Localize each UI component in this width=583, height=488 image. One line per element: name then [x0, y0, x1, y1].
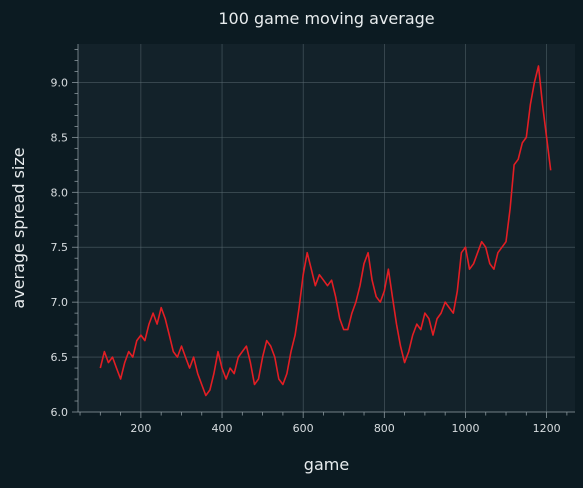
chart-title: 100 game moving average: [218, 9, 434, 28]
x-tick-label: 600: [293, 422, 314, 435]
grid: [78, 44, 575, 413]
y-tick-label: 7.5: [51, 241, 69, 254]
y-tick-label: 9.0: [51, 76, 69, 89]
plot-area: [78, 44, 575, 412]
y-tick-label: 8.5: [51, 131, 69, 144]
x-tick-label: 200: [130, 422, 151, 435]
x-tick-label: 1200: [533, 422, 561, 435]
x-tick-label: 800: [374, 422, 395, 435]
x-axis-label: game: [304, 455, 349, 474]
series-line: [99, 65, 552, 397]
y-tick-label: 6.5: [51, 351, 69, 364]
x-tick-label: 400: [212, 422, 233, 435]
y-axis-label: average spread size: [9, 147, 28, 308]
y-tick-label: 8.0: [51, 186, 69, 199]
x-tick-label: 1000: [451, 422, 479, 435]
y-tick-label: 7.0: [51, 296, 69, 309]
axes: 200 400 600 800 1000 1200 6.0 6.5 7.0 7.5 8.0 8.5 9.…: [51, 44, 575, 435]
series-layer: [99, 65, 552, 397]
y-tick-label: 6.0: [51, 406, 69, 419]
